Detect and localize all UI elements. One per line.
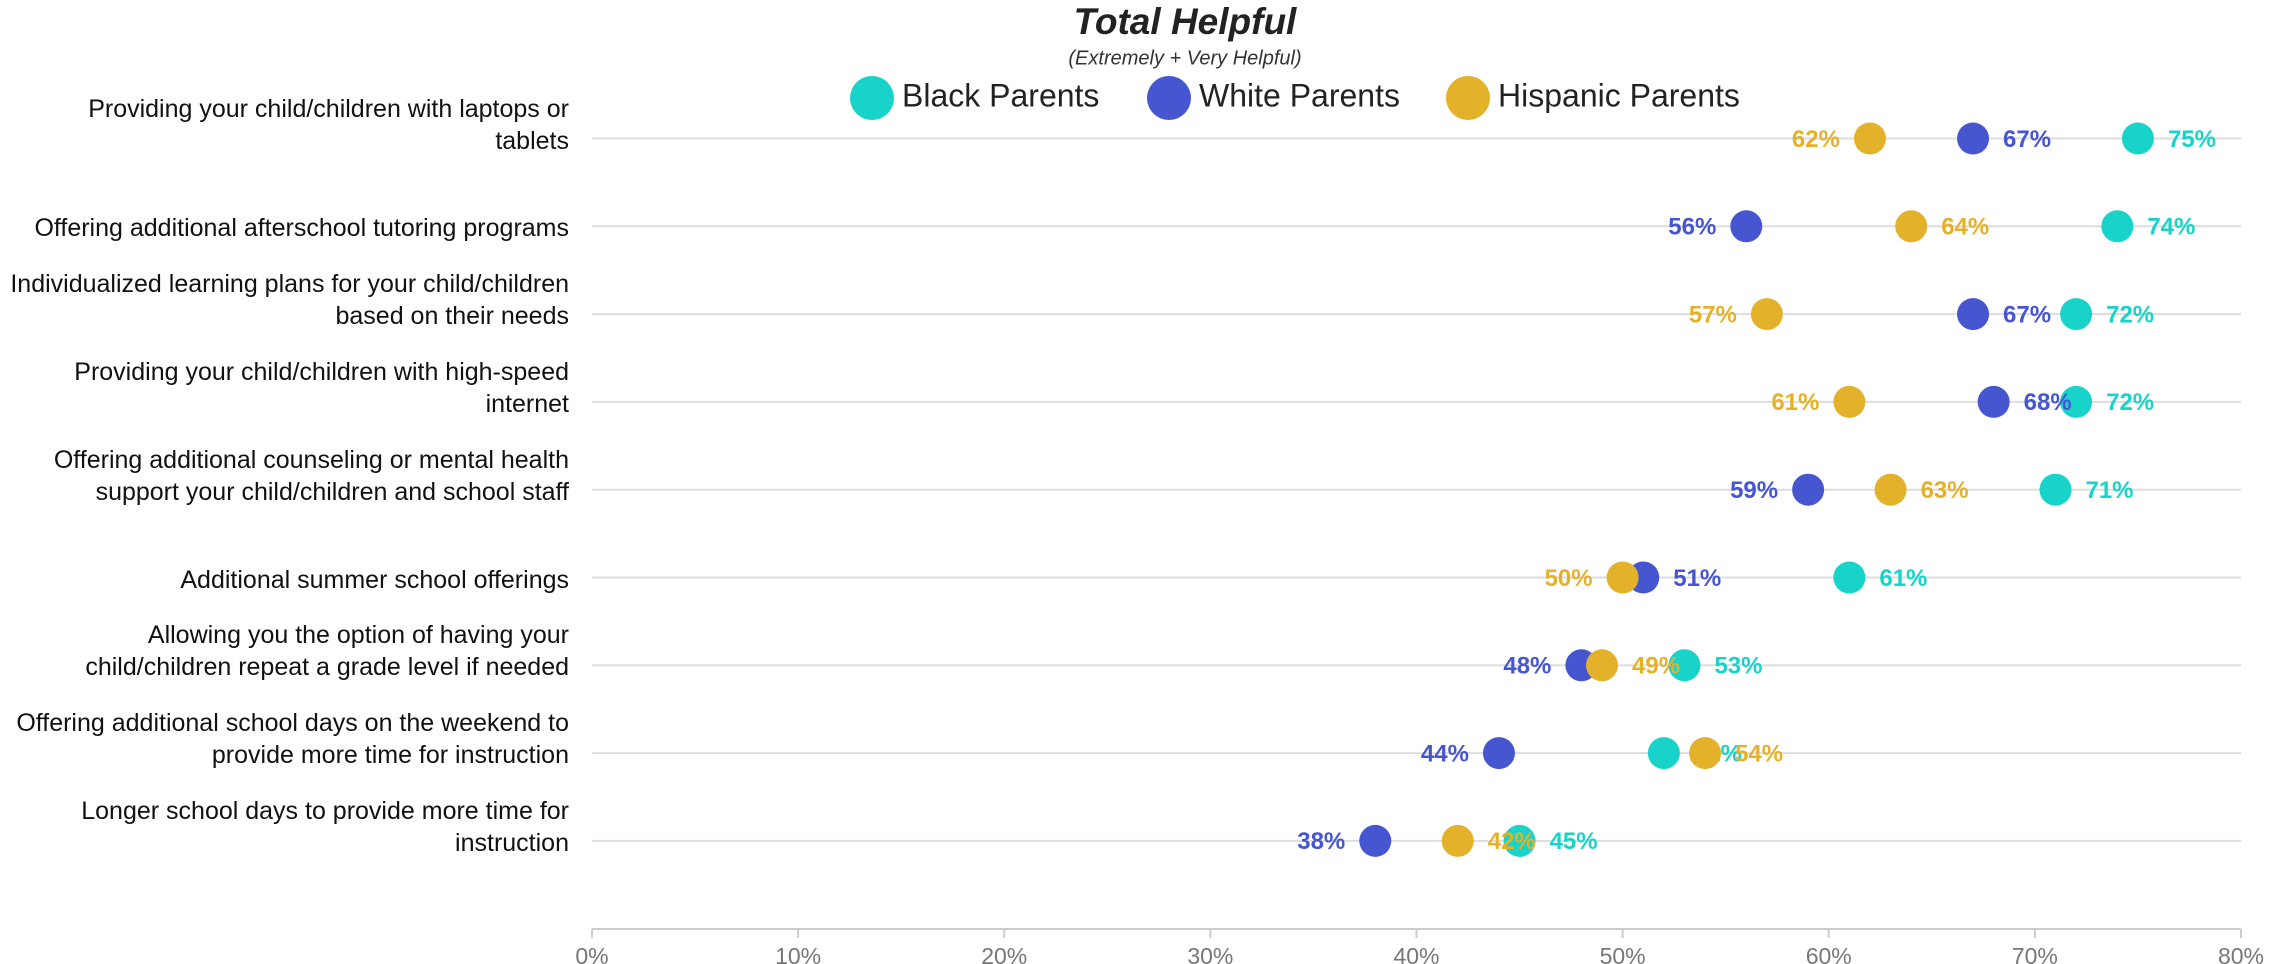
value-label: 56%	[1668, 214, 1716, 241]
dot	[1874, 473, 1907, 506]
value-label: 48%	[1503, 653, 1551, 680]
value-label: 67%	[2003, 126, 2051, 153]
value-label: 44%	[1421, 740, 1469, 767]
chart-title: Total Helpful	[1074, 1, 1297, 42]
dot	[2060, 298, 2093, 331]
value-label: 54%	[1735, 740, 1783, 767]
x-tick-label: 70%	[2012, 943, 2058, 964]
x-tick-label: 60%	[1806, 943, 1852, 964]
legend-swatch	[1147, 76, 1191, 120]
x-tick-label: 30%	[1187, 943, 1233, 964]
value-label: 75%	[2168, 126, 2216, 153]
dot	[1359, 824, 1392, 857]
dot	[1957, 298, 1990, 331]
legend-label: Black Parents	[902, 77, 1099, 113]
value-label: 63%	[1921, 477, 1969, 504]
value-label: 68%	[2024, 389, 2072, 416]
dot	[1441, 824, 1474, 857]
category-label: Offering additional counseling or mental…	[53, 445, 569, 506]
dot	[1750, 298, 1783, 331]
value-label: 71%	[2085, 477, 2133, 504]
value-label: 61%	[1771, 389, 1819, 416]
value-label: 67%	[2003, 301, 2051, 328]
x-tick-label: 20%	[981, 943, 1027, 964]
dot	[1895, 210, 1928, 243]
value-label: 72%	[2106, 389, 2154, 416]
dot	[2101, 210, 2134, 243]
dot	[1482, 737, 1515, 770]
value-label: 42%	[1488, 828, 1536, 855]
value-label: 59%	[1730, 477, 1778, 504]
category-label: Individualized learning plans for your c…	[10, 270, 569, 331]
category-label: Providing your child/children with high-…	[74, 357, 569, 418]
dot	[1957, 122, 1990, 155]
dot	[2121, 122, 2154, 155]
category-label: Providing your child/children with lapto…	[88, 94, 569, 155]
chart-subtitle: (Extremely + Very Helpful)	[1068, 47, 1301, 69]
value-label: 38%	[1297, 828, 1345, 855]
category-label: Offering additional school days on the w…	[16, 709, 569, 770]
x-tick-label: 80%	[2218, 943, 2264, 964]
dot	[1977, 385, 2010, 418]
dot	[1833, 385, 1866, 418]
value-label: 64%	[1941, 214, 1989, 241]
category-label: Longer school days to provide more time …	[81, 796, 569, 857]
legend-swatch	[850, 76, 894, 120]
dot	[2060, 385, 2093, 418]
dot	[1668, 649, 1701, 682]
x-tick-label: 40%	[1393, 943, 1439, 964]
category-label: Offering additional afterschool tutoring…	[34, 214, 569, 243]
x-tick-label: 10%	[775, 943, 821, 964]
value-label: 62%	[1792, 126, 1840, 153]
value-label: 50%	[1545, 565, 1593, 592]
dot	[1833, 561, 1866, 594]
value-label: 53%	[1714, 653, 1762, 680]
dot	[1689, 737, 1722, 770]
value-label: 51%	[1673, 565, 1721, 592]
category-label: Allowing you the option of having your c…	[85, 621, 569, 682]
dot	[1853, 122, 1886, 155]
value-label: 61%	[1879, 565, 1927, 592]
dot	[1606, 561, 1639, 594]
dot	[1647, 737, 1680, 770]
legend-swatch	[1446, 76, 1490, 120]
value-label: 72%	[2106, 301, 2154, 328]
category-label: Additional summer school offerings	[180, 565, 569, 594]
dot	[1730, 210, 1763, 243]
dot	[1503, 824, 1536, 857]
legend-label: Hispanic Parents	[1498, 77, 1740, 113]
dot	[2039, 473, 2072, 506]
x-tick-label: 50%	[1600, 943, 1646, 964]
dot	[1586, 649, 1619, 682]
value-label: 49%	[1632, 653, 1680, 680]
value-label: 74%	[2147, 214, 2195, 241]
value-label: 45%	[1550, 828, 1598, 855]
x-tick-label: 0%	[575, 943, 608, 964]
legend-label: White Parents	[1199, 77, 1400, 113]
dot	[1792, 473, 1825, 506]
value-label: 57%	[1689, 301, 1737, 328]
